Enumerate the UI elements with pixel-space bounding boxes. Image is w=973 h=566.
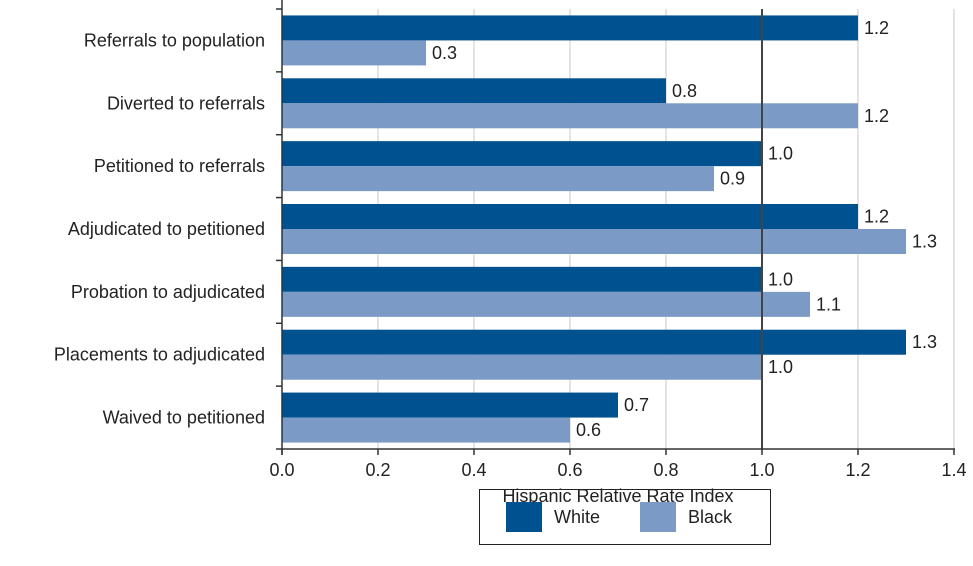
category-label: Petitioned to referrals bbox=[94, 156, 265, 176]
x-tick-labels: 0.0 0.2 0.4 0.6 0.8 1.0 1.2 1.4 bbox=[269, 460, 966, 480]
x-tick-label: 0.8 bbox=[653, 460, 678, 480]
data-label-white: 1.2 bbox=[864, 207, 889, 227]
x-tick-label: 1.0 bbox=[749, 460, 774, 480]
x-tick-label: 0.0 bbox=[269, 460, 294, 480]
data-label-white: 1.2 bbox=[864, 18, 889, 38]
bar-black bbox=[282, 354, 762, 380]
data-label-white: 0.8 bbox=[672, 81, 697, 101]
x-axis-label: Hispanic Relative Rate Index bbox=[502, 486, 733, 506]
bar-white bbox=[282, 15, 858, 41]
legend-swatch-white bbox=[506, 502, 542, 532]
bar-white bbox=[282, 204, 858, 229]
category-label: Referrals to population bbox=[84, 30, 265, 50]
bar-white bbox=[282, 266, 762, 292]
legend-item-white: White bbox=[506, 502, 600, 532]
x-tick-label: 0.4 bbox=[461, 460, 486, 480]
legend: White Black bbox=[479, 489, 771, 545]
x-tick-label: 0.6 bbox=[557, 460, 582, 480]
data-label-white: 0.7 bbox=[624, 395, 649, 415]
bar-black bbox=[282, 417, 570, 443]
bar-black bbox=[282, 229, 906, 254]
bar-white bbox=[282, 141, 762, 167]
x-tick-label: 0.2 bbox=[365, 460, 390, 480]
x-tick-label: 1.4 bbox=[941, 460, 966, 480]
bar-white bbox=[282, 78, 666, 104]
bar-black bbox=[282, 291, 810, 317]
data-label-black: 0.3 bbox=[432, 43, 457, 63]
category-labels: Referrals to population Diverted to refer… bbox=[54, 30, 265, 427]
data-label-black: 1.0 bbox=[768, 357, 793, 377]
data-label-black: 1.2 bbox=[864, 106, 889, 126]
bar-black bbox=[282, 40, 426, 66]
data-label-black: 0.9 bbox=[720, 169, 745, 189]
data-label-white: 1.3 bbox=[912, 332, 937, 352]
data-labels: 1.2 0.3 0.8 1.2 1.0 0.9 1.2 1.3 1.0 1.1 1.3 1.0 0.7 0… bbox=[432, 18, 937, 440]
category-label: Waived to petitioned bbox=[103, 408, 265, 428]
bars bbox=[282, 15, 906, 443]
data-label-black: 1.3 bbox=[912, 232, 937, 252]
legend-item-black: Black bbox=[640, 502, 732, 532]
legend-swatch-black bbox=[640, 502, 677, 532]
legend-label-black: Black bbox=[688, 506, 733, 527]
category-label: Diverted to referrals bbox=[107, 93, 265, 113]
bar-white bbox=[282, 329, 906, 355]
legend-label-white: White bbox=[554, 506, 601, 527]
bar-white bbox=[282, 392, 618, 418]
category-label: Probation to adjudicated bbox=[71, 282, 265, 302]
bar-black bbox=[282, 103, 858, 129]
category-label: Adjudicated to petitioned bbox=[68, 219, 265, 239]
x-tick-label: 1.2 bbox=[845, 460, 870, 480]
axes bbox=[276, 0, 955, 455]
category-label: Placements to adjudicated bbox=[54, 345, 265, 365]
data-label-black: 1.1 bbox=[816, 294, 841, 314]
data-label-black: 0.6 bbox=[576, 420, 601, 440]
bar-black bbox=[282, 166, 714, 192]
data-label-white: 1.0 bbox=[768, 144, 793, 164]
data-label-white: 1.0 bbox=[768, 269, 793, 289]
